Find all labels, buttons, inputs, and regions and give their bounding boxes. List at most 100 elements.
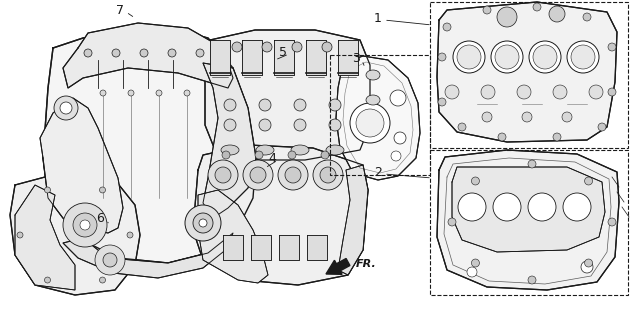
Text: 2: 2 (374, 166, 382, 179)
Circle shape (608, 43, 616, 51)
Circle shape (196, 49, 204, 57)
Circle shape (99, 277, 106, 283)
Ellipse shape (256, 145, 274, 155)
Circle shape (583, 13, 591, 21)
Circle shape (199, 219, 207, 227)
Circle shape (608, 88, 616, 96)
Circle shape (533, 3, 541, 11)
Circle shape (329, 99, 341, 111)
Polygon shape (43, 28, 256, 263)
Circle shape (495, 45, 519, 69)
Polygon shape (210, 40, 230, 75)
Circle shape (528, 160, 536, 168)
Circle shape (445, 85, 459, 99)
Bar (430, 150, 628, 295)
Polygon shape (203, 63, 256, 218)
Circle shape (222, 151, 230, 159)
Text: 7: 7 (116, 3, 124, 16)
Polygon shape (63, 233, 233, 278)
Circle shape (224, 99, 236, 111)
Circle shape (99, 187, 106, 193)
Polygon shape (193, 145, 368, 285)
Circle shape (45, 187, 51, 193)
Circle shape (127, 232, 133, 238)
Circle shape (457, 45, 481, 69)
Circle shape (17, 232, 23, 238)
Circle shape (549, 6, 565, 22)
Ellipse shape (291, 145, 309, 155)
Circle shape (84, 49, 92, 57)
Circle shape (472, 177, 479, 185)
Polygon shape (40, 98, 123, 233)
Circle shape (394, 132, 406, 144)
Circle shape (584, 177, 593, 185)
Circle shape (45, 277, 51, 283)
Circle shape (522, 112, 532, 122)
Circle shape (215, 167, 231, 183)
Circle shape (482, 112, 492, 122)
Circle shape (193, 213, 213, 233)
Circle shape (553, 85, 567, 99)
Polygon shape (223, 235, 243, 260)
Circle shape (491, 41, 523, 73)
Circle shape (589, 85, 603, 99)
Circle shape (156, 90, 162, 96)
Text: 5: 5 (279, 46, 287, 59)
Circle shape (208, 160, 238, 190)
Circle shape (458, 123, 466, 131)
Polygon shape (437, 2, 617, 142)
Circle shape (533, 45, 557, 69)
Bar (430, 2, 628, 148)
Circle shape (255, 151, 263, 159)
Circle shape (350, 103, 390, 143)
Circle shape (185, 205, 221, 241)
Circle shape (259, 119, 271, 131)
Circle shape (528, 193, 556, 221)
Circle shape (438, 98, 446, 106)
Circle shape (553, 133, 561, 141)
Circle shape (390, 90, 406, 106)
Polygon shape (198, 190, 268, 283)
Circle shape (458, 193, 486, 221)
Polygon shape (338, 40, 358, 75)
Circle shape (224, 119, 236, 131)
Text: 4: 4 (268, 152, 276, 165)
Circle shape (598, 123, 606, 131)
Polygon shape (10, 173, 140, 295)
Circle shape (563, 193, 591, 221)
Circle shape (321, 151, 329, 159)
Circle shape (571, 45, 595, 69)
Polygon shape (452, 167, 605, 252)
Circle shape (472, 259, 479, 267)
Circle shape (73, 213, 97, 237)
Circle shape (517, 85, 531, 99)
Circle shape (438, 53, 446, 61)
Text: 1: 1 (374, 11, 382, 24)
Circle shape (232, 42, 242, 52)
Text: 3: 3 (352, 51, 360, 64)
FancyArrow shape (326, 259, 350, 274)
Polygon shape (251, 235, 271, 260)
Ellipse shape (366, 120, 380, 130)
Polygon shape (242, 40, 262, 75)
Circle shape (581, 261, 593, 273)
Circle shape (391, 151, 401, 161)
Polygon shape (274, 40, 294, 75)
Text: FR.: FR. (356, 259, 377, 269)
Circle shape (467, 267, 477, 277)
Circle shape (292, 42, 302, 52)
Circle shape (262, 42, 272, 52)
Circle shape (60, 102, 72, 114)
Circle shape (562, 112, 572, 122)
Circle shape (493, 193, 521, 221)
Text: 6: 6 (96, 211, 104, 224)
Circle shape (497, 7, 517, 27)
Circle shape (313, 160, 343, 190)
Circle shape (322, 42, 332, 52)
Circle shape (63, 203, 107, 247)
Circle shape (128, 90, 134, 96)
Circle shape (453, 41, 485, 73)
Polygon shape (205, 30, 370, 160)
Circle shape (329, 119, 341, 131)
Circle shape (529, 41, 561, 73)
